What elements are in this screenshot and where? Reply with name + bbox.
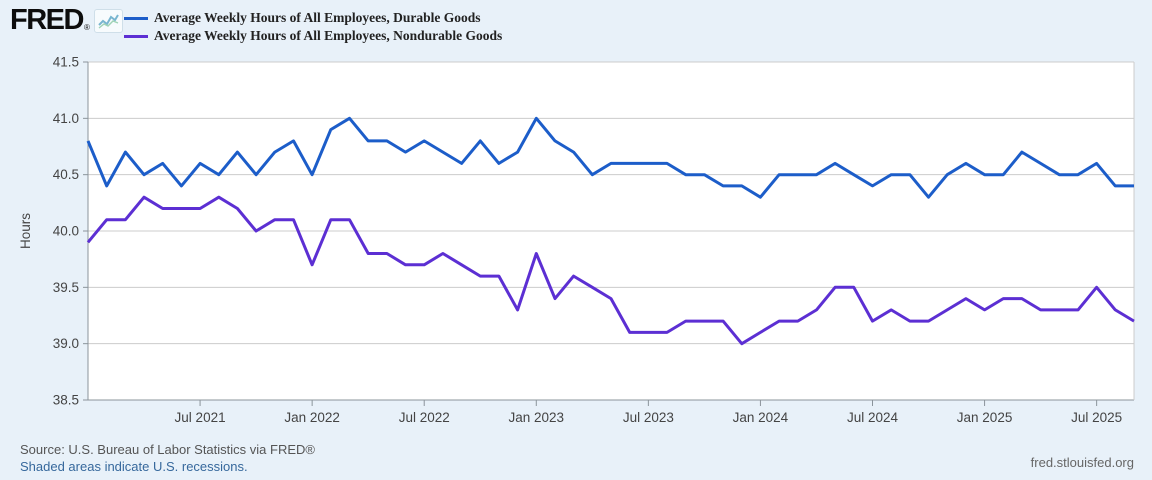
x-tick-label: Jan 2023	[509, 410, 565, 425]
line-chart: 41.5 41.0 40.5 40.0 39.5 39.0 38.5 Jul 2021 Jan …	[18, 55, 1135, 425]
legend-item-durable: Average Weekly Hours of All Employees, D…	[124, 9, 502, 27]
series-line-durable	[86, 116, 1134, 199]
y-tick-label: 40.5	[53, 167, 79, 182]
source-text: Source: U.S. Bureau of Labor Statistics …	[20, 442, 315, 457]
x-tick-label: Jul 2021	[175, 410, 226, 425]
fred-sparkline-icon	[93, 9, 123, 33]
nondurable-series-swatch	[124, 34, 148, 38]
durable-series-swatch	[124, 16, 148, 20]
fred-site-link[interactable]: fred.stlouisfed.org	[1030, 455, 1134, 470]
nondurable-series-label: Average Weekly Hours of All Employees, N…	[154, 28, 503, 43]
y-tick-label: 40.0	[53, 224, 79, 239]
x-tick-label: Jul 2024	[847, 410, 899, 425]
x-tick-label: Jul 2025	[1071, 410, 1122, 425]
x-tick-label: Jul 2023	[623, 410, 674, 425]
chart-legend: Average Weekly Hours of All Employees, D…	[124, 9, 502, 45]
legend-item-nondurable: Average Weekly Hours of All Employees, N…	[124, 27, 502, 45]
y-tick-label: 38.5	[53, 393, 79, 408]
x-tick-label: Jan 2022	[284, 410, 340, 425]
y-tick-label: 41.5	[53, 55, 79, 70]
x-tick-label: Jan 2024	[733, 410, 789, 425]
series-line-nondurable	[86, 195, 1135, 346]
y-tick-label: 41.0	[53, 111, 79, 126]
x-tick-label: Jan 2025	[957, 410, 1013, 425]
durable-series-label: Average Weekly Hours of All Employees, D…	[154, 10, 481, 25]
fred-logo: FRED ®	[10, 4, 123, 36]
fred-logo-text: FRED	[10, 4, 84, 36]
recession-note-link[interactable]: Shaded areas indicate U.S. recessions.	[20, 459, 248, 474]
y-axis-title: Hours	[18, 213, 33, 249]
y-tick-label: 39.0	[53, 336, 79, 351]
y-tick-label: 39.5	[53, 280, 79, 295]
registered-mark: ®	[83, 23, 90, 32]
x-tick-label: Jul 2022	[399, 410, 450, 425]
